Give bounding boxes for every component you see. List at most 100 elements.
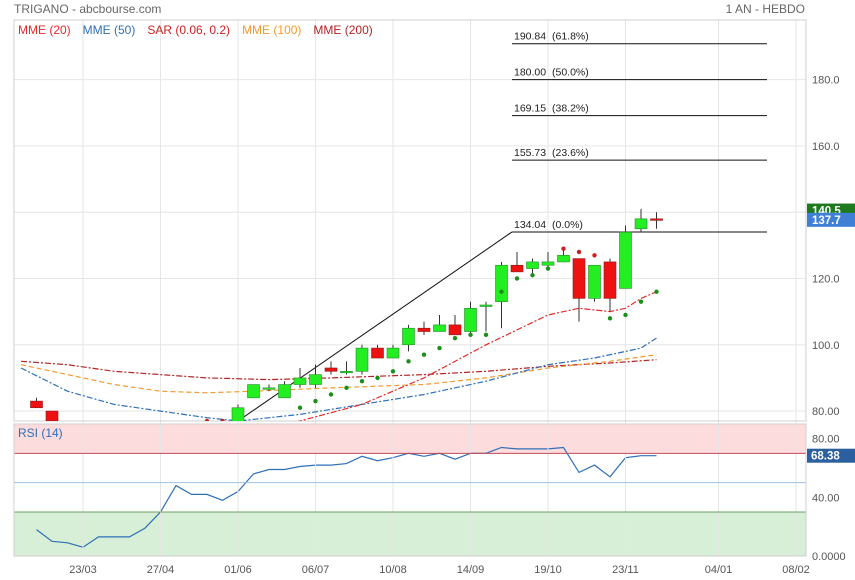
rsi-tick-label: 40.00: [812, 492, 840, 504]
candle-body: [417, 327, 431, 332]
sar-dot: [452, 335, 458, 341]
fib-level-pct: (23.6%): [552, 147, 589, 159]
legend-entry: MME (20): [18, 23, 71, 37]
y-tick-label: 100.0: [812, 340, 840, 352]
sar-dot: [468, 332, 473, 338]
x-tick-label: 19/10: [534, 564, 562, 576]
candle-body: [650, 218, 663, 221]
x-tick-label: 08/02: [782, 564, 810, 576]
sar-dot: [220, 418, 225, 421]
mme-value-badge: [807, 212, 855, 227]
sar-dot: [421, 352, 427, 357]
sar-dot: [344, 385, 349, 391]
sar-dot: [561, 246, 566, 251]
y-tick-label: 120.0: [812, 273, 840, 285]
chart-source-title: TRIGANO - abcbourse.com: [14, 2, 161, 16]
fib-level-price: 169.15: [514, 103, 546, 115]
sar-dot: [530, 272, 535, 278]
candle-body: [495, 264, 508, 302]
x-tick-label: 10/08: [379, 564, 407, 576]
mme20-line: [297, 291, 657, 421]
candle-body: [402, 327, 415, 346]
sar-dot: [328, 392, 334, 397]
x-tick-label: 27/04: [147, 564, 175, 576]
candle-body: [355, 347, 369, 372]
sar-dot: [607, 316, 613, 321]
sar-dot: [483, 332, 489, 338]
y-tick-label: 80.00: [812, 406, 840, 418]
x-tick-label: 06/07: [302, 564, 330, 576]
period-label: 1 AN - HEBDO: [726, 2, 805, 16]
candle-body: [433, 324, 446, 332]
candle-body: [324, 367, 338, 372]
sar-dot: [499, 289, 504, 294]
sar-dot: [297, 405, 303, 410]
rsi-overbought-zone: [14, 424, 806, 454]
legend-entry: MME (100): [242, 23, 301, 37]
candle-body: [588, 264, 601, 299]
rsi-line: [36, 446, 657, 548]
candle-body: [247, 384, 260, 399]
sar-dot: [514, 276, 520, 281]
fib-level-price: 180.00: [514, 67, 546, 79]
rsi-title: RSI (14): [18, 426, 63, 440]
sar-dot: [406, 359, 411, 364]
sar-dot: [359, 379, 365, 384]
y-tick-label: 180.0: [812, 75, 840, 87]
price-panel: 134.04 (0.0%) 155.73 (23.6%) 169.15 (38.2%) 18…: [20, 31, 767, 421]
candle-body: [278, 384, 291, 399]
rsi-tick-label: 80.00: [812, 434, 840, 446]
sar-dot: [638, 299, 644, 304]
sar-dot: [375, 375, 380, 381]
candle-body: [45, 410, 59, 421]
rsi-value-badge: [807, 448, 855, 463]
candle-body: [340, 370, 353, 374]
rsi-oversold-zone: [14, 512, 806, 556]
sar-dot: [592, 253, 597, 258]
candle-body: [557, 254, 570, 263]
mme-value-label: 137.7: [812, 215, 841, 227]
candle-body: [510, 264, 524, 273]
candle-body: [30, 400, 43, 409]
candle-body: [572, 258, 586, 299]
sar-dot: [437, 345, 442, 351]
candle-body: [603, 261, 617, 299]
candle-body: [386, 347, 400, 359]
candle-body: [541, 261, 555, 266]
candle-body: [371, 347, 384, 359]
x-tick-label: 04/01: [705, 564, 733, 576]
x-tick-label: 14/09: [457, 564, 485, 576]
fib-level-pct: (61.8%): [552, 31, 589, 43]
fib-level-price: 190.84: [514, 31, 546, 43]
candle-body: [448, 324, 462, 336]
sar-dot: [623, 312, 628, 318]
candle-body: [619, 231, 632, 289]
sar-dot: [576, 249, 582, 255]
sar-dot: [545, 266, 551, 271]
legend-entry: MME (200): [313, 23, 372, 37]
legend-entry: SAR (0.06, 0.2): [147, 23, 230, 37]
rsi-tick-label: 0.0000: [812, 551, 846, 563]
fib-level-pct: (0.0%): [552, 219, 583, 231]
y-tick-label: 160.0: [812, 141, 840, 153]
fib-level-price: 155.73: [514, 147, 546, 159]
price-panel-border: [13, 19, 807, 422]
fib-level-pct: (50.0%): [552, 67, 589, 79]
mme100-line: [20, 354, 657, 394]
legend-entry: MME (50): [83, 23, 136, 37]
x-tick-label: 23/11: [612, 564, 639, 576]
x-tick-label: 23/03: [69, 564, 97, 576]
fib-level-pct: (38.2%): [552, 103, 589, 115]
candle-body: [526, 261, 539, 269]
mme50-line: [20, 337, 657, 421]
candle-body: [464, 308, 477, 332]
candle-body: [479, 304, 493, 307]
candle-body: [634, 218, 648, 230]
x-tick-label: 01/06: [224, 564, 252, 576]
fib-level-price: 134.04: [514, 219, 546, 231]
rsi-value-label: 68.38: [811, 451, 840, 463]
rsi-panel-border: [13, 423, 807, 557]
sar-dot: [313, 398, 318, 404]
candle-body: [231, 407, 245, 421]
